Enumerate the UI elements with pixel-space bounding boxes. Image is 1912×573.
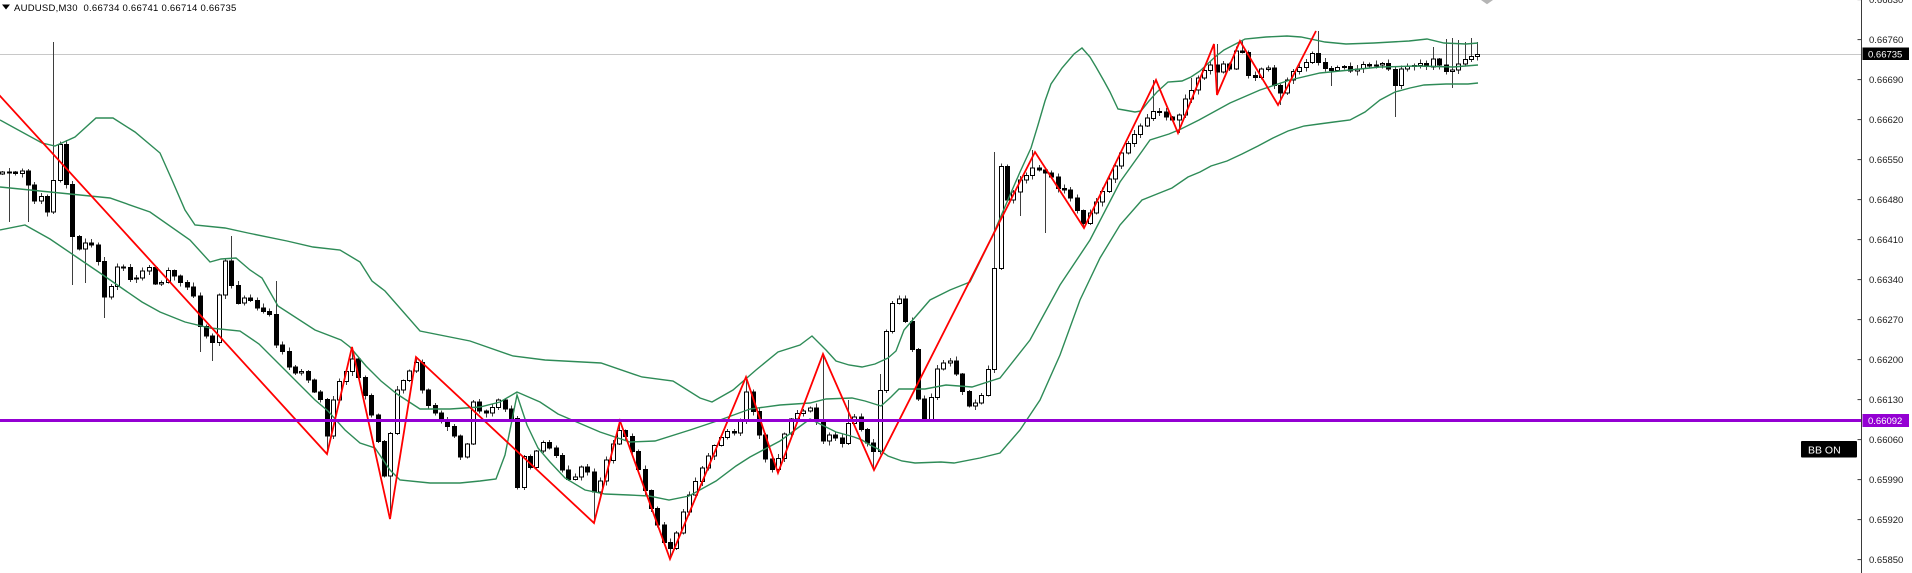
svg-text:0.66620: 0.66620 xyxy=(1869,115,1903,126)
svg-text:0.65850: 0.65850 xyxy=(1869,555,1903,566)
svg-text:0.66480: 0.66480 xyxy=(1869,195,1903,206)
svg-text:0.66410: 0.66410 xyxy=(1869,235,1903,246)
svg-text:0.66735: 0.66735 xyxy=(1868,49,1902,60)
svg-text:AUDUSD,M30 0.66734 0.66741 0.: AUDUSD,M30 0.66734 0.66741 0.66714 0.667… xyxy=(14,3,237,14)
svg-text:0.66092: 0.66092 xyxy=(1868,416,1902,427)
svg-text:0.66830: 0.66830 xyxy=(1869,0,1903,6)
svg-text:0.65920: 0.65920 xyxy=(1869,515,1903,526)
svg-text:BB ON: BB ON xyxy=(1808,445,1841,457)
svg-text:0.66340: 0.66340 xyxy=(1869,275,1903,286)
svg-text:0.66550: 0.66550 xyxy=(1869,155,1903,166)
svg-text:0.66200: 0.66200 xyxy=(1869,355,1903,366)
svg-text:0.65990: 0.65990 xyxy=(1869,475,1903,486)
svg-text:0.66690: 0.66690 xyxy=(1869,75,1903,86)
svg-text:0.66130: 0.66130 xyxy=(1869,395,1903,406)
svg-text:0.66060: 0.66060 xyxy=(1869,435,1903,446)
svg-text:0.66760: 0.66760 xyxy=(1869,35,1903,46)
svg-text:0.66270: 0.66270 xyxy=(1869,315,1903,326)
